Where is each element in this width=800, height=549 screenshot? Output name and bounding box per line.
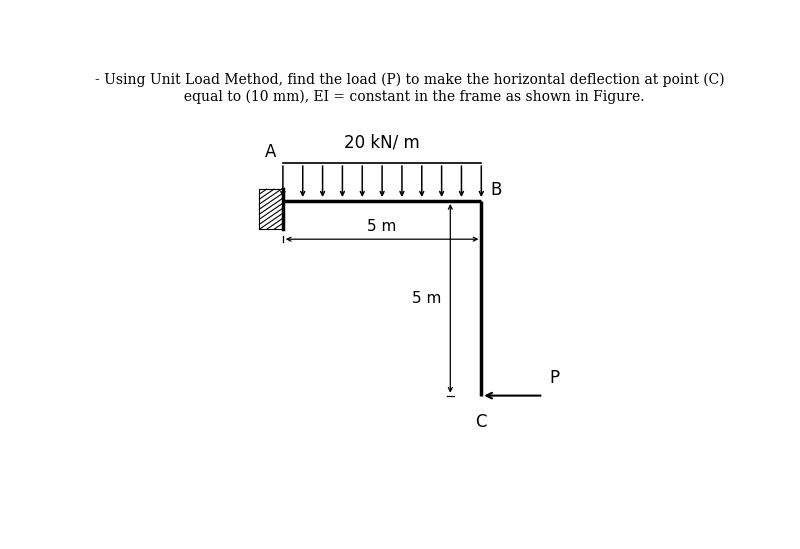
Text: - Using Unit Load Method, find the load (P) to make the horizontal deflection at: - Using Unit Load Method, find the load … bbox=[95, 72, 725, 87]
Text: P: P bbox=[550, 369, 560, 387]
Text: 20 kN/ m: 20 kN/ m bbox=[344, 133, 420, 152]
Text: C: C bbox=[475, 412, 487, 430]
Text: A: A bbox=[266, 143, 277, 161]
Text: 5 m: 5 m bbox=[412, 291, 441, 306]
Bar bbox=[259, 189, 283, 229]
Text: 5 m: 5 m bbox=[367, 219, 397, 234]
Text: B: B bbox=[490, 181, 502, 199]
Text: equal to (10 mm), EI = constant in the frame as shown in Figure.: equal to (10 mm), EI = constant in the f… bbox=[175, 89, 645, 104]
